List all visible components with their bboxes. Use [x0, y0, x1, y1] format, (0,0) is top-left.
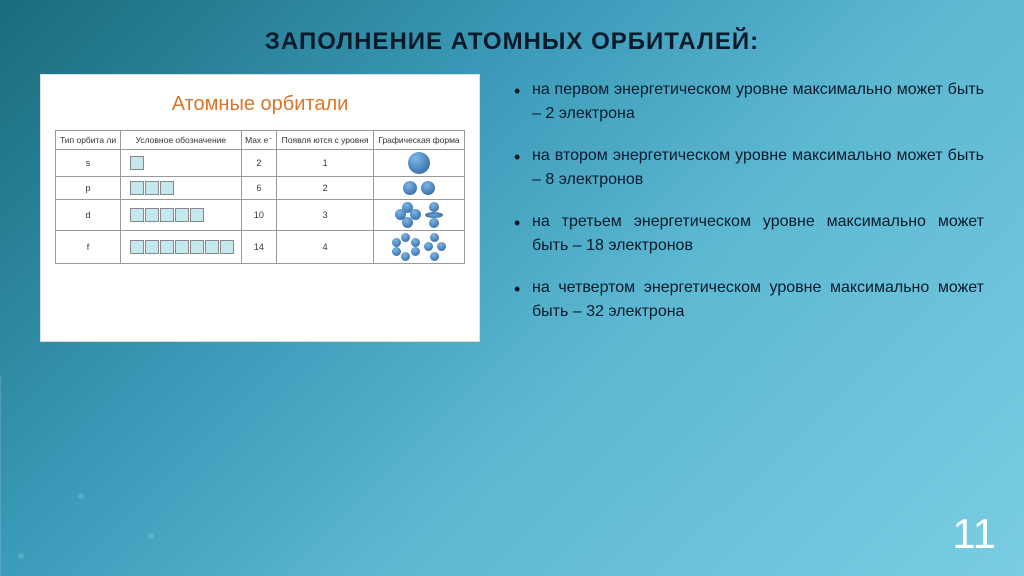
cell-notation: [121, 200, 242, 231]
content-area: Атомные орбитали Тип орбита ли Условное …: [0, 74, 1024, 342]
cell-notation: [121, 150, 242, 177]
orbital-box: [205, 240, 219, 254]
cell-max: 10: [241, 200, 277, 231]
panel-title: Атомные орбитали: [55, 93, 465, 116]
orbital-box: [130, 240, 144, 254]
cell-type: f: [56, 231, 121, 264]
orbital-box: [160, 240, 174, 254]
cell-shape: [373, 177, 464, 200]
orbital-box: [145, 181, 159, 195]
orbital-box: [130, 156, 144, 170]
table-row: s 21: [56, 150, 465, 177]
header-type: Тип орбита ли: [56, 131, 121, 150]
cell-shape: [373, 200, 464, 231]
orbital-f-icon: [376, 233, 462, 261]
table-row: f 144: [56, 231, 465, 264]
cell-level: 4: [277, 231, 374, 264]
orbitals-table: Тип орбита ли Условное обозначение Max e…: [55, 130, 465, 264]
cell-type: p: [56, 177, 121, 200]
header-level: Появля ются с уровня: [277, 131, 374, 150]
table-header-row: Тип орбита ли Условное обозначение Max e…: [56, 131, 465, 150]
orbital-box: [160, 208, 174, 222]
header-max: Max e⁻: [241, 131, 277, 150]
orbital-p-icon: [403, 180, 435, 196]
bullet-item: на первом энергетическом уровне максимал…: [510, 78, 984, 126]
orbitals-panel: Атомные орбитали Тип орбита ли Условное …: [40, 74, 480, 342]
table-row: p 62: [56, 177, 465, 200]
cell-max: 6: [241, 177, 277, 200]
cell-notation: [121, 177, 242, 200]
orbital-d-icon: [376, 202, 462, 228]
cell-level: 2: [277, 177, 374, 200]
cell-notation: [121, 231, 242, 264]
bullet-item: на третьем энергетическом уровне максима…: [510, 210, 984, 258]
page-number: 11: [952, 510, 996, 558]
header-shape: Графическая форма: [373, 131, 464, 150]
orbital-box: [175, 240, 189, 254]
cell-type: s: [56, 150, 121, 177]
cell-shape: [373, 150, 464, 177]
cell-max: 14: [241, 231, 277, 264]
cell-shape: [373, 231, 464, 264]
cell-max: 2: [241, 150, 277, 177]
orbital-box: [190, 240, 204, 254]
slide-title: ЗАПОЛНЕНИЕ АТОМНЫХ ОРБИТАЛЕЙ:: [0, 0, 1024, 74]
table-row: d 103: [56, 200, 465, 231]
orbital-box: [130, 181, 144, 195]
bullet-list: на первом энергетическом уровне максимал…: [510, 74, 984, 342]
orbital-box: [130, 208, 144, 222]
orbital-box: [160, 181, 174, 195]
bullet-item: на втором энергетическом уровне максимал…: [510, 144, 984, 192]
orbital-box: [145, 240, 159, 254]
cell-level: 3: [277, 200, 374, 231]
orbital-box: [220, 240, 234, 254]
orbital-box: [145, 208, 159, 222]
orbital-box: [175, 208, 189, 222]
cell-type: d: [56, 200, 121, 231]
orbital-box: [190, 208, 204, 222]
bullet-item: на четвертом энергетическом уровне макси…: [510, 276, 984, 324]
orbital-s-icon: [408, 152, 430, 174]
header-notation: Условное обозначение: [121, 131, 242, 150]
cell-level: 1: [277, 150, 374, 177]
